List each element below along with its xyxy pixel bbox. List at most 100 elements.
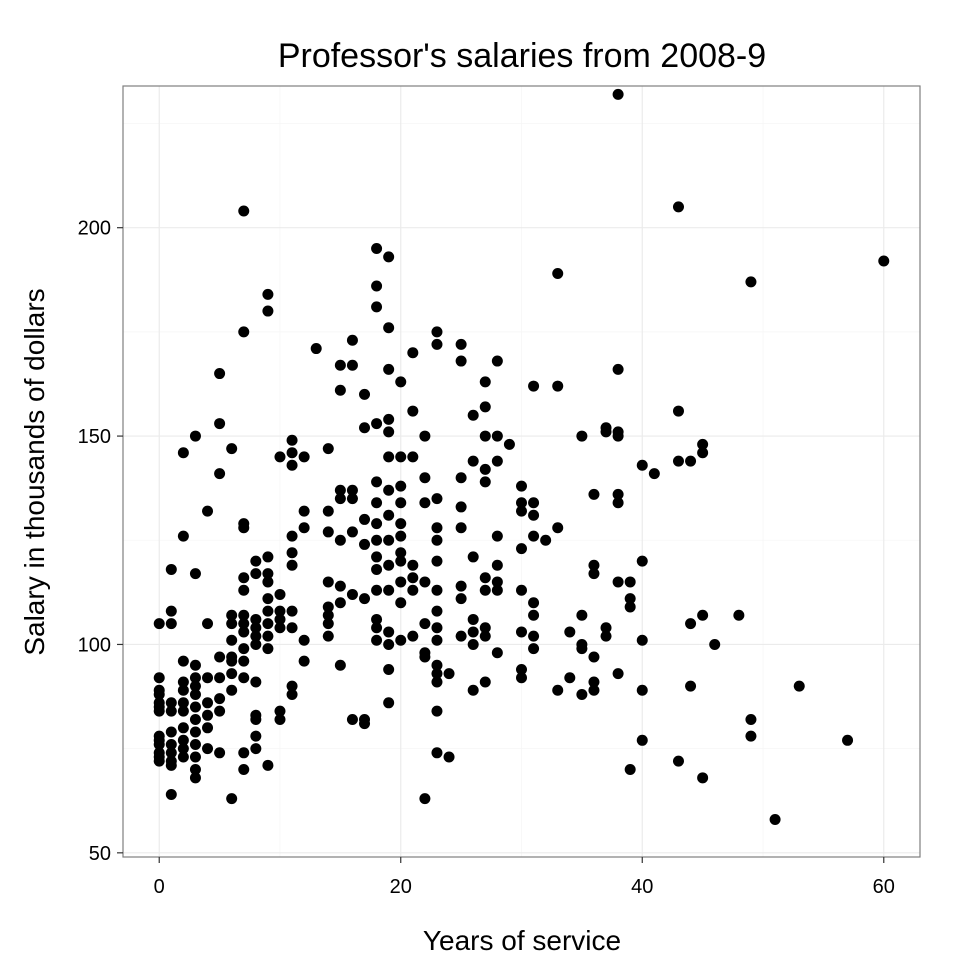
data-point: [274, 713, 286, 725]
data-point: [431, 659, 443, 671]
data-point: [528, 530, 540, 542]
data-point: [250, 630, 262, 642]
data-point: [153, 618, 165, 630]
data-point: [238, 626, 250, 638]
data-point: [479, 572, 491, 584]
data-point: [407, 347, 419, 359]
data-point: [648, 468, 660, 480]
data-point: [238, 205, 250, 217]
data-point: [588, 559, 600, 571]
data-point: [431, 555, 443, 567]
data-point: [226, 793, 238, 805]
data-point: [359, 538, 371, 550]
data-point: [262, 288, 274, 300]
data-point: [612, 488, 624, 500]
data-point: [672, 201, 684, 213]
data-point: [467, 455, 479, 467]
data-point: [371, 301, 383, 313]
data-point: [383, 626, 395, 638]
data-point: [467, 684, 479, 696]
data-point: [153, 755, 165, 767]
data-point: [685, 455, 697, 467]
data-point: [226, 443, 238, 455]
data-point: [359, 513, 371, 525]
x-axis: 0 20 40 60: [154, 857, 895, 898]
data-point: [564, 672, 576, 684]
data-point: [419, 618, 431, 630]
data-point: [286, 605, 298, 617]
data-point: [419, 793, 431, 805]
data-point: [202, 722, 214, 734]
data-point: [274, 622, 286, 634]
data-point: [177, 743, 189, 755]
data-point: [528, 630, 540, 642]
data-point: [371, 280, 383, 292]
data-point: [552, 380, 564, 392]
data-point: [226, 655, 238, 667]
data-point: [334, 384, 346, 396]
y-tick-label: 50: [89, 843, 111, 865]
data-point: [407, 572, 419, 584]
data-point: [177, 676, 189, 688]
data-point: [165, 605, 177, 617]
data-point: [262, 593, 274, 605]
data-point: [419, 430, 431, 442]
data-point: [467, 613, 479, 625]
data-point: [455, 630, 467, 642]
data-point: [226, 609, 238, 621]
data-point: [177, 530, 189, 542]
data-point: [262, 759, 274, 771]
data-point: [214, 672, 226, 684]
data-point: [189, 713, 201, 725]
data-point: [371, 518, 383, 530]
data-point: [262, 630, 274, 642]
data-point: [153, 688, 165, 700]
data-point: [238, 655, 250, 667]
data-point: [407, 559, 419, 571]
data-point: [479, 676, 491, 688]
data-point: [528, 597, 540, 609]
data-point: [262, 551, 274, 563]
data-point: [479, 376, 491, 388]
data-point: [238, 618, 250, 630]
data-point: [214, 747, 226, 759]
data-point: [419, 651, 431, 663]
data-point: [491, 355, 503, 367]
data-point: [395, 597, 407, 609]
data-point: [383, 451, 395, 463]
data-point: [383, 413, 395, 425]
data-point: [528, 643, 540, 655]
data-point: [322, 618, 334, 630]
data-point: [745, 713, 757, 725]
data-point: [214, 368, 226, 380]
data-point: [383, 663, 395, 675]
data-point: [576, 609, 588, 621]
data-point: [491, 430, 503, 442]
data-point: [624, 601, 636, 613]
data-point: [636, 555, 648, 567]
data-point: [383, 509, 395, 521]
data-point: [226, 634, 238, 646]
data-point: [286, 559, 298, 571]
data-point: [346, 493, 358, 505]
x-tick-label: 40: [631, 876, 653, 898]
data-point: [878, 255, 890, 267]
data-point: [455, 580, 467, 592]
plot-panel-border: [122, 85, 921, 858]
x-tick-label: 20: [390, 876, 412, 898]
data-point: [274, 451, 286, 463]
data-point: [334, 484, 346, 496]
data-point: [177, 697, 189, 709]
data-point: [443, 751, 455, 763]
data-point: [189, 763, 201, 775]
data-point: [214, 705, 226, 717]
data-point: [371, 497, 383, 509]
data-point: [383, 638, 395, 650]
data-point: [383, 559, 395, 571]
data-point: [298, 451, 310, 463]
data-points: [153, 88, 890, 825]
data-point: [165, 697, 177, 709]
data-point: [177, 655, 189, 667]
data-point: [528, 509, 540, 521]
data-point: [238, 572, 250, 584]
